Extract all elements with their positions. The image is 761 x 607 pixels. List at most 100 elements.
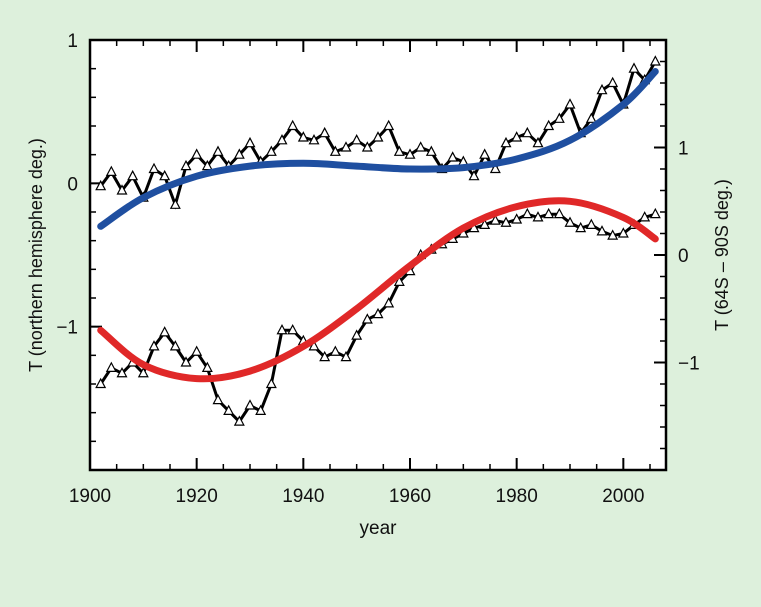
y-right-tick-label: −1 (678, 354, 700, 375)
northern-data-point (511, 131, 523, 142)
northern-data-point (116, 184, 128, 195)
northern-data-point (553, 112, 565, 123)
antarctic-data-point (564, 216, 576, 227)
northern-data-point (383, 119, 395, 131)
antarctic-data-point (340, 350, 352, 362)
northern-data-point (543, 119, 555, 131)
antarctic-data-point (169, 340, 181, 351)
northern-data-point (415, 141, 427, 152)
antarctic-data-point (575, 221, 587, 233)
northern-data-point (628, 62, 640, 73)
northern-data-point (159, 169, 171, 181)
x-tick-label: 1940 (282, 486, 324, 507)
northern-data-point (361, 141, 373, 152)
antarctic-data-point (265, 377, 277, 389)
northern-data-point (564, 98, 576, 109)
northern-data-point (201, 159, 213, 171)
northern-data-point (393, 145, 405, 156)
northern-data-point (351, 134, 363, 145)
northern-data-point (468, 169, 480, 181)
northern-data-point (479, 148, 491, 159)
northern-data-point (308, 134, 320, 145)
antarctic-data-point (223, 404, 235, 415)
antarctic-fit-curve (97, 197, 659, 383)
antarctic-data-point (329, 345, 341, 356)
antarctic-data-point (521, 207, 533, 219)
northern-fit-curve (97, 68, 659, 230)
northern-data-point (607, 76, 619, 88)
antarctic-data-point (201, 361, 213, 372)
antarctic-data-point (617, 227, 629, 238)
antarctic-data-point (372, 307, 384, 319)
northern-data-point (191, 148, 203, 159)
y-left-tick-label: 1 (67, 31, 78, 52)
antarctic-data-point (532, 211, 544, 222)
y-right-axis-label: T (64S – 90S deg.) (712, 179, 732, 331)
antarctic-data-point (361, 313, 373, 324)
northern-data-point (319, 126, 331, 138)
x-tick-label: 1960 (389, 486, 431, 507)
northern-data-point (489, 162, 501, 174)
antarctic-data-point (500, 216, 512, 227)
antarctic-data-point (233, 415, 245, 426)
x-tick-label: 2000 (602, 486, 644, 507)
x-tick-label: 1980 (496, 486, 538, 507)
northern-data-point (425, 145, 437, 156)
northern-data-point (532, 136, 544, 148)
northern-data-point (340, 141, 352, 152)
antarctic-data-point (607, 229, 619, 240)
antarctic-data-point (276, 323, 288, 335)
northern-data-point (148, 162, 160, 174)
plot-area (88, 38, 668, 472)
x-tick-label: 1920 (176, 486, 218, 507)
northern-data-point (276, 134, 288, 145)
northern-data-point (297, 131, 309, 142)
antarctic-data-point (105, 361, 117, 372)
northern-data-point (404, 148, 416, 159)
northern-data-point (265, 145, 277, 156)
y-left-axis-label: T (northern hemisphere deg.) (26, 138, 46, 372)
antarctic-data-point (319, 350, 331, 362)
northern-data-point (521, 126, 533, 138)
antarctic-data-point (511, 213, 523, 224)
antarctic-data-point (585, 218, 597, 229)
northern-data-point (180, 159, 192, 171)
y-left-tick-label: 0 (67, 174, 78, 195)
y-left-tick-label: −1 (56, 318, 78, 339)
antarctic-data-point (287, 323, 299, 335)
antarctic-data-point (649, 207, 661, 219)
northern-data-point (212, 145, 224, 156)
antarctic-data-point (383, 297, 395, 308)
antarctic-data-point (639, 211, 651, 222)
northern-data-point (105, 165, 117, 176)
antarctic-data-point (596, 225, 608, 236)
northern-data-point (233, 148, 245, 159)
northern-data-point (127, 169, 139, 181)
antarctic-data-point (255, 404, 267, 415)
northern-data-point (287, 119, 299, 131)
antarctic-data-point (351, 329, 363, 340)
x-tick-label: 1900 (69, 486, 111, 507)
northern-data-point (649, 55, 661, 66)
y-right-tick-label: 1 (678, 139, 689, 160)
northern-data-point (372, 131, 384, 142)
antarctic-data-point (212, 393, 224, 405)
antarctic-data-point (543, 207, 555, 219)
antarctic-data-point (244, 399, 256, 410)
antarctic-data-point (191, 345, 203, 356)
antarctic-data-point (308, 340, 320, 351)
antarctic-data-point (553, 207, 565, 219)
antarctic-data-point (159, 326, 171, 337)
antarctic-data-point (393, 275, 405, 286)
antarctic-data-point (180, 356, 192, 367)
y-right-tick-label: 0 (678, 246, 689, 267)
northern-data-point (585, 112, 597, 123)
antarctic-data-point (116, 366, 128, 378)
northern-data-point (329, 145, 341, 156)
x-axis-label: year (360, 518, 398, 539)
northern-data-point (596, 83, 608, 95)
antarctic-data-point (137, 366, 149, 378)
northern-data-point (244, 136, 256, 148)
